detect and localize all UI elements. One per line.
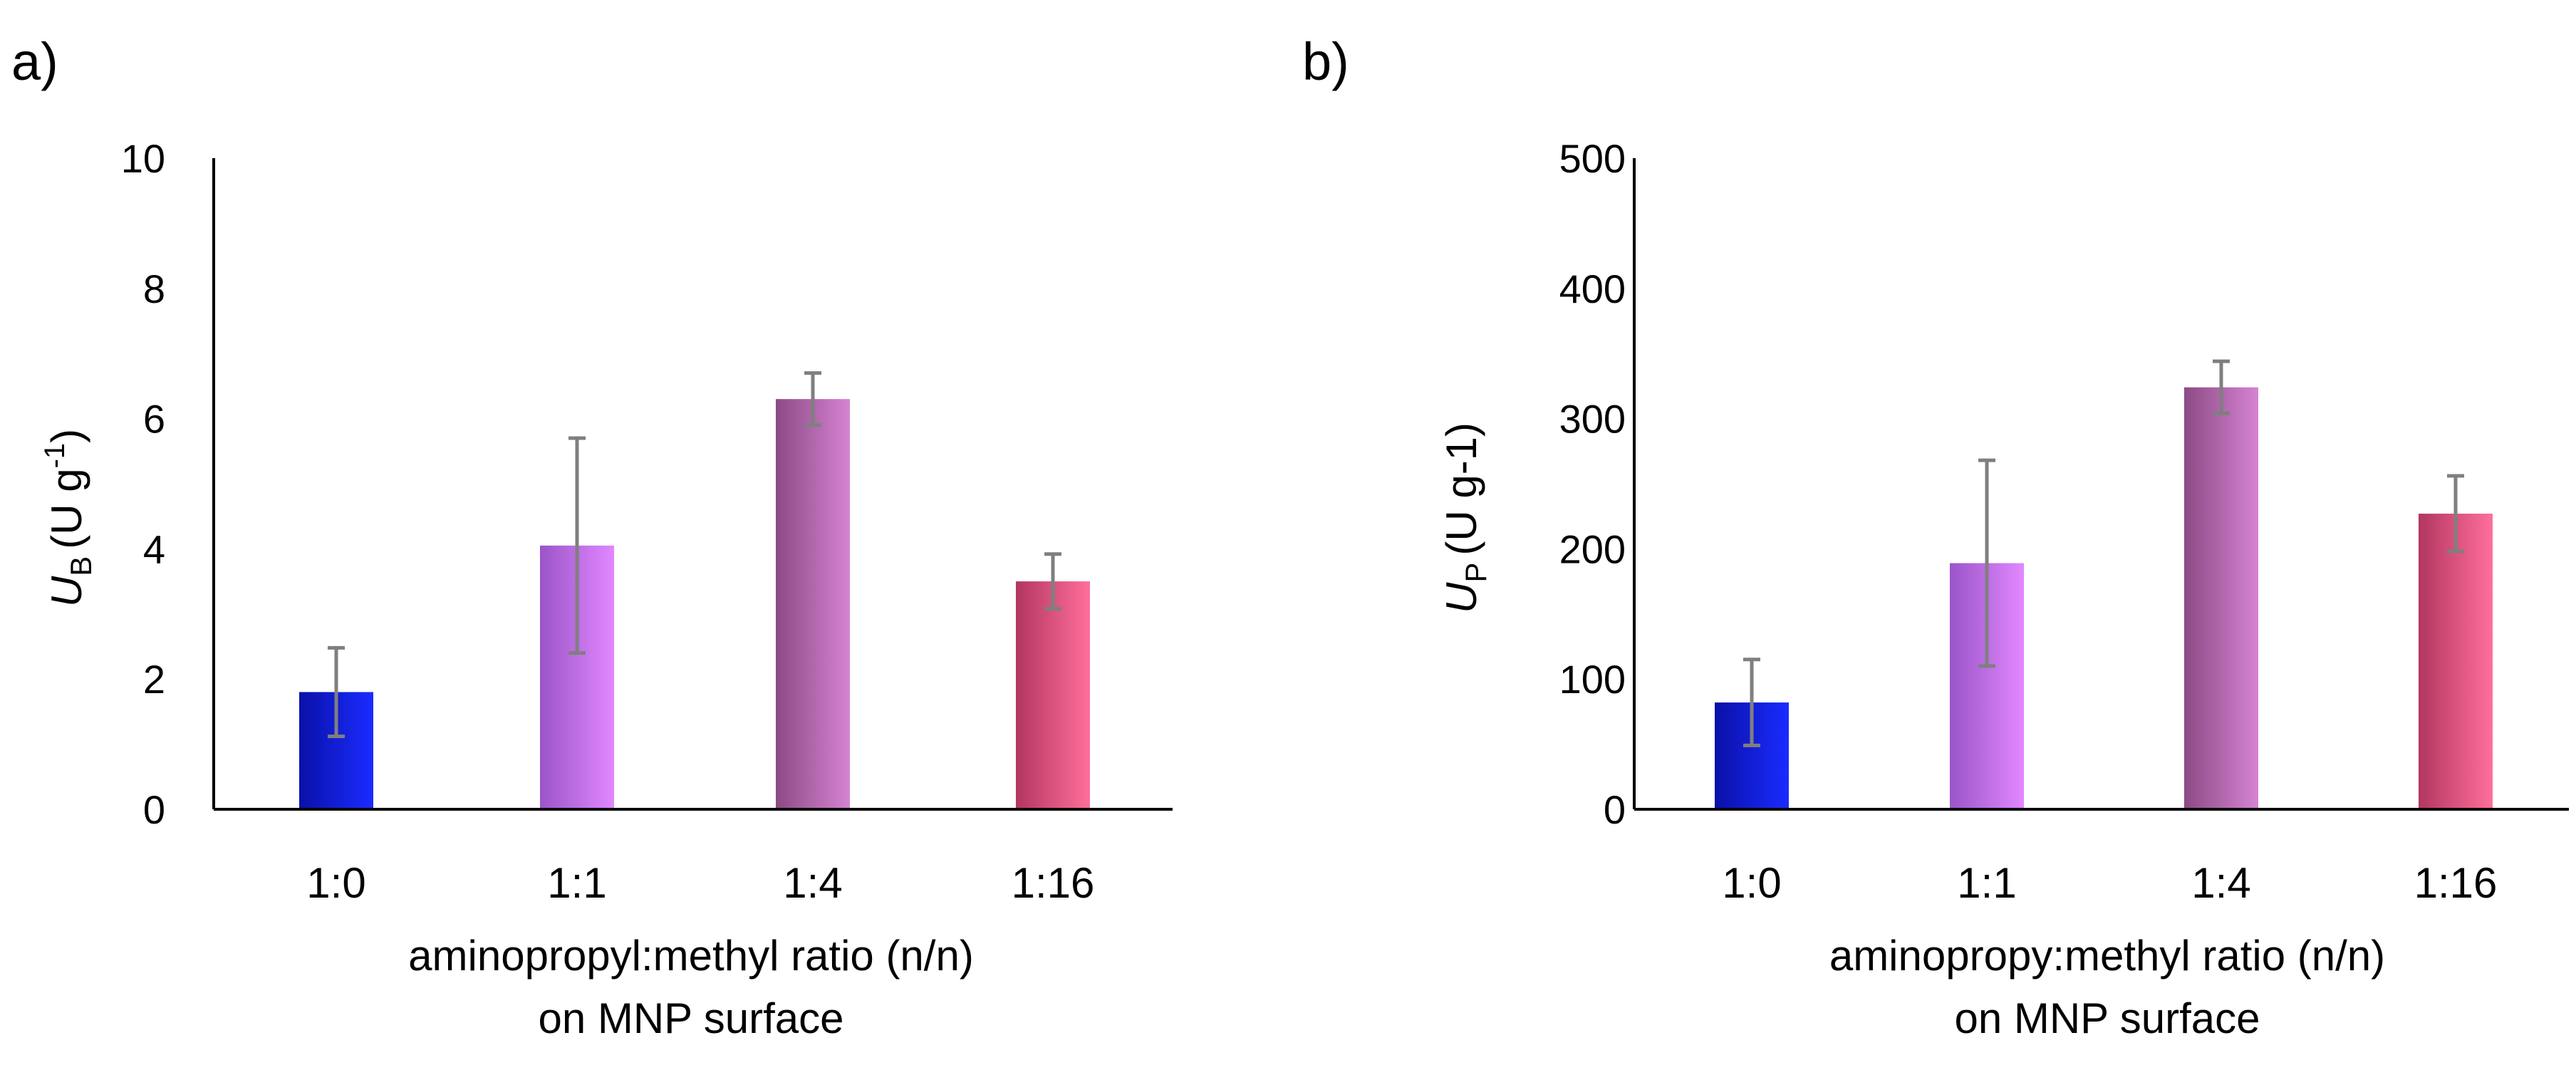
panel-b-error-bar <box>2447 474 2464 554</box>
panel-b-y-tick-label: 100 <box>1559 657 1626 702</box>
panel-a-x-axis-title-line1: aminopropyl:methyl ratio (n/n) <box>408 932 974 980</box>
panel-a-ylabel-sub: B <box>64 556 98 576</box>
panel-a-y-axis-title: UB (U g-1) <box>39 429 98 607</box>
panel-a-ylabel-sup: -1 <box>39 443 71 469</box>
panel-a-error-bar <box>568 436 586 655</box>
panel-a-category-label: 1:16 <box>1012 859 1095 907</box>
panel-b-y-tick-label: 200 <box>1559 526 1626 571</box>
panel-a-error-bar <box>1044 552 1061 611</box>
panel-a-error-bar <box>328 645 345 739</box>
panel-a-category-label: 1:1 <box>547 859 606 907</box>
panel-b: b) UP (U g-1) aminopropy:methyl ratio (n/… <box>1302 32 2569 1042</box>
panel-a-y-tick-label: 10 <box>121 136 165 181</box>
panel-b-ylabel-main: U <box>1438 582 1485 613</box>
panel-a-ylabel-close: ) <box>43 429 90 443</box>
svg-text:UP(U g-1): UP (U g-1) <box>1438 422 1492 613</box>
panel-b-y-axis-title: UP (U g-1) <box>1438 422 1492 613</box>
panel-b-error-bar <box>1743 658 1760 747</box>
panel-a-error-bar <box>804 371 821 427</box>
panel-b-category-label: 1:0 <box>1722 859 1781 907</box>
panel-b-bar-1-16 <box>2419 514 2493 809</box>
panel-a-category-label: 1:0 <box>306 859 365 907</box>
panel-b-label: b) <box>1302 32 1349 91</box>
panel-b-x-axis-title-line2: on MNP surface <box>1954 994 2260 1042</box>
panel-b-x-axis-title-line1: aminopropy:methyl ratio (n/n) <box>1829 932 2385 980</box>
panel-a-label: a) <box>11 32 58 91</box>
panel-a-y-tick-label: 8 <box>143 266 165 311</box>
panel-b-y-tick-label: 300 <box>1559 397 1626 442</box>
panel-b-y-tick-label: 0 <box>1604 787 1626 832</box>
panel-a-y-tick-label: 6 <box>143 397 165 442</box>
panel-a-ylabel-main: U <box>43 576 90 607</box>
panel-a: a) UB (U g-1) aminopropyl:methyl ratio (n… <box>11 32 1173 1042</box>
panel-a-y-tick-label: 4 <box>143 526 165 571</box>
panel-a-category-label: 1:4 <box>783 859 842 907</box>
panel-b-error-bar <box>1978 458 1995 668</box>
panel-b-bar-1-4 <box>2184 387 2258 809</box>
panel-a-y-tick-label: 2 <box>143 657 165 702</box>
panel-a-bar-1-4 <box>776 399 850 809</box>
svg-text:UB(U g-1): UB (U g-1) <box>39 429 98 607</box>
panel-b-y-tick-label: 500 <box>1559 136 1626 181</box>
panel-b-category-label: 1:16 <box>2414 859 2498 907</box>
panel-b-category-label: 1:4 <box>2191 859 2250 907</box>
panel-b-ylabel-sub: P <box>1459 563 1492 583</box>
panel-a-x-axis-title-line2: on MNP surface <box>538 994 843 1042</box>
panel-b-ylabel-unit: (U g-1) <box>1438 422 1485 556</box>
panel-b-category-label: 1:1 <box>1957 859 2016 907</box>
panel-a-ylabel-unit: (U g <box>43 468 90 549</box>
panel-b-error-bar <box>2213 359 2230 415</box>
panel-a-bar-1-16 <box>1016 581 1090 809</box>
panel-b-y-tick-label: 400 <box>1559 266 1626 311</box>
panel-a-y-tick-label: 0 <box>143 787 165 832</box>
